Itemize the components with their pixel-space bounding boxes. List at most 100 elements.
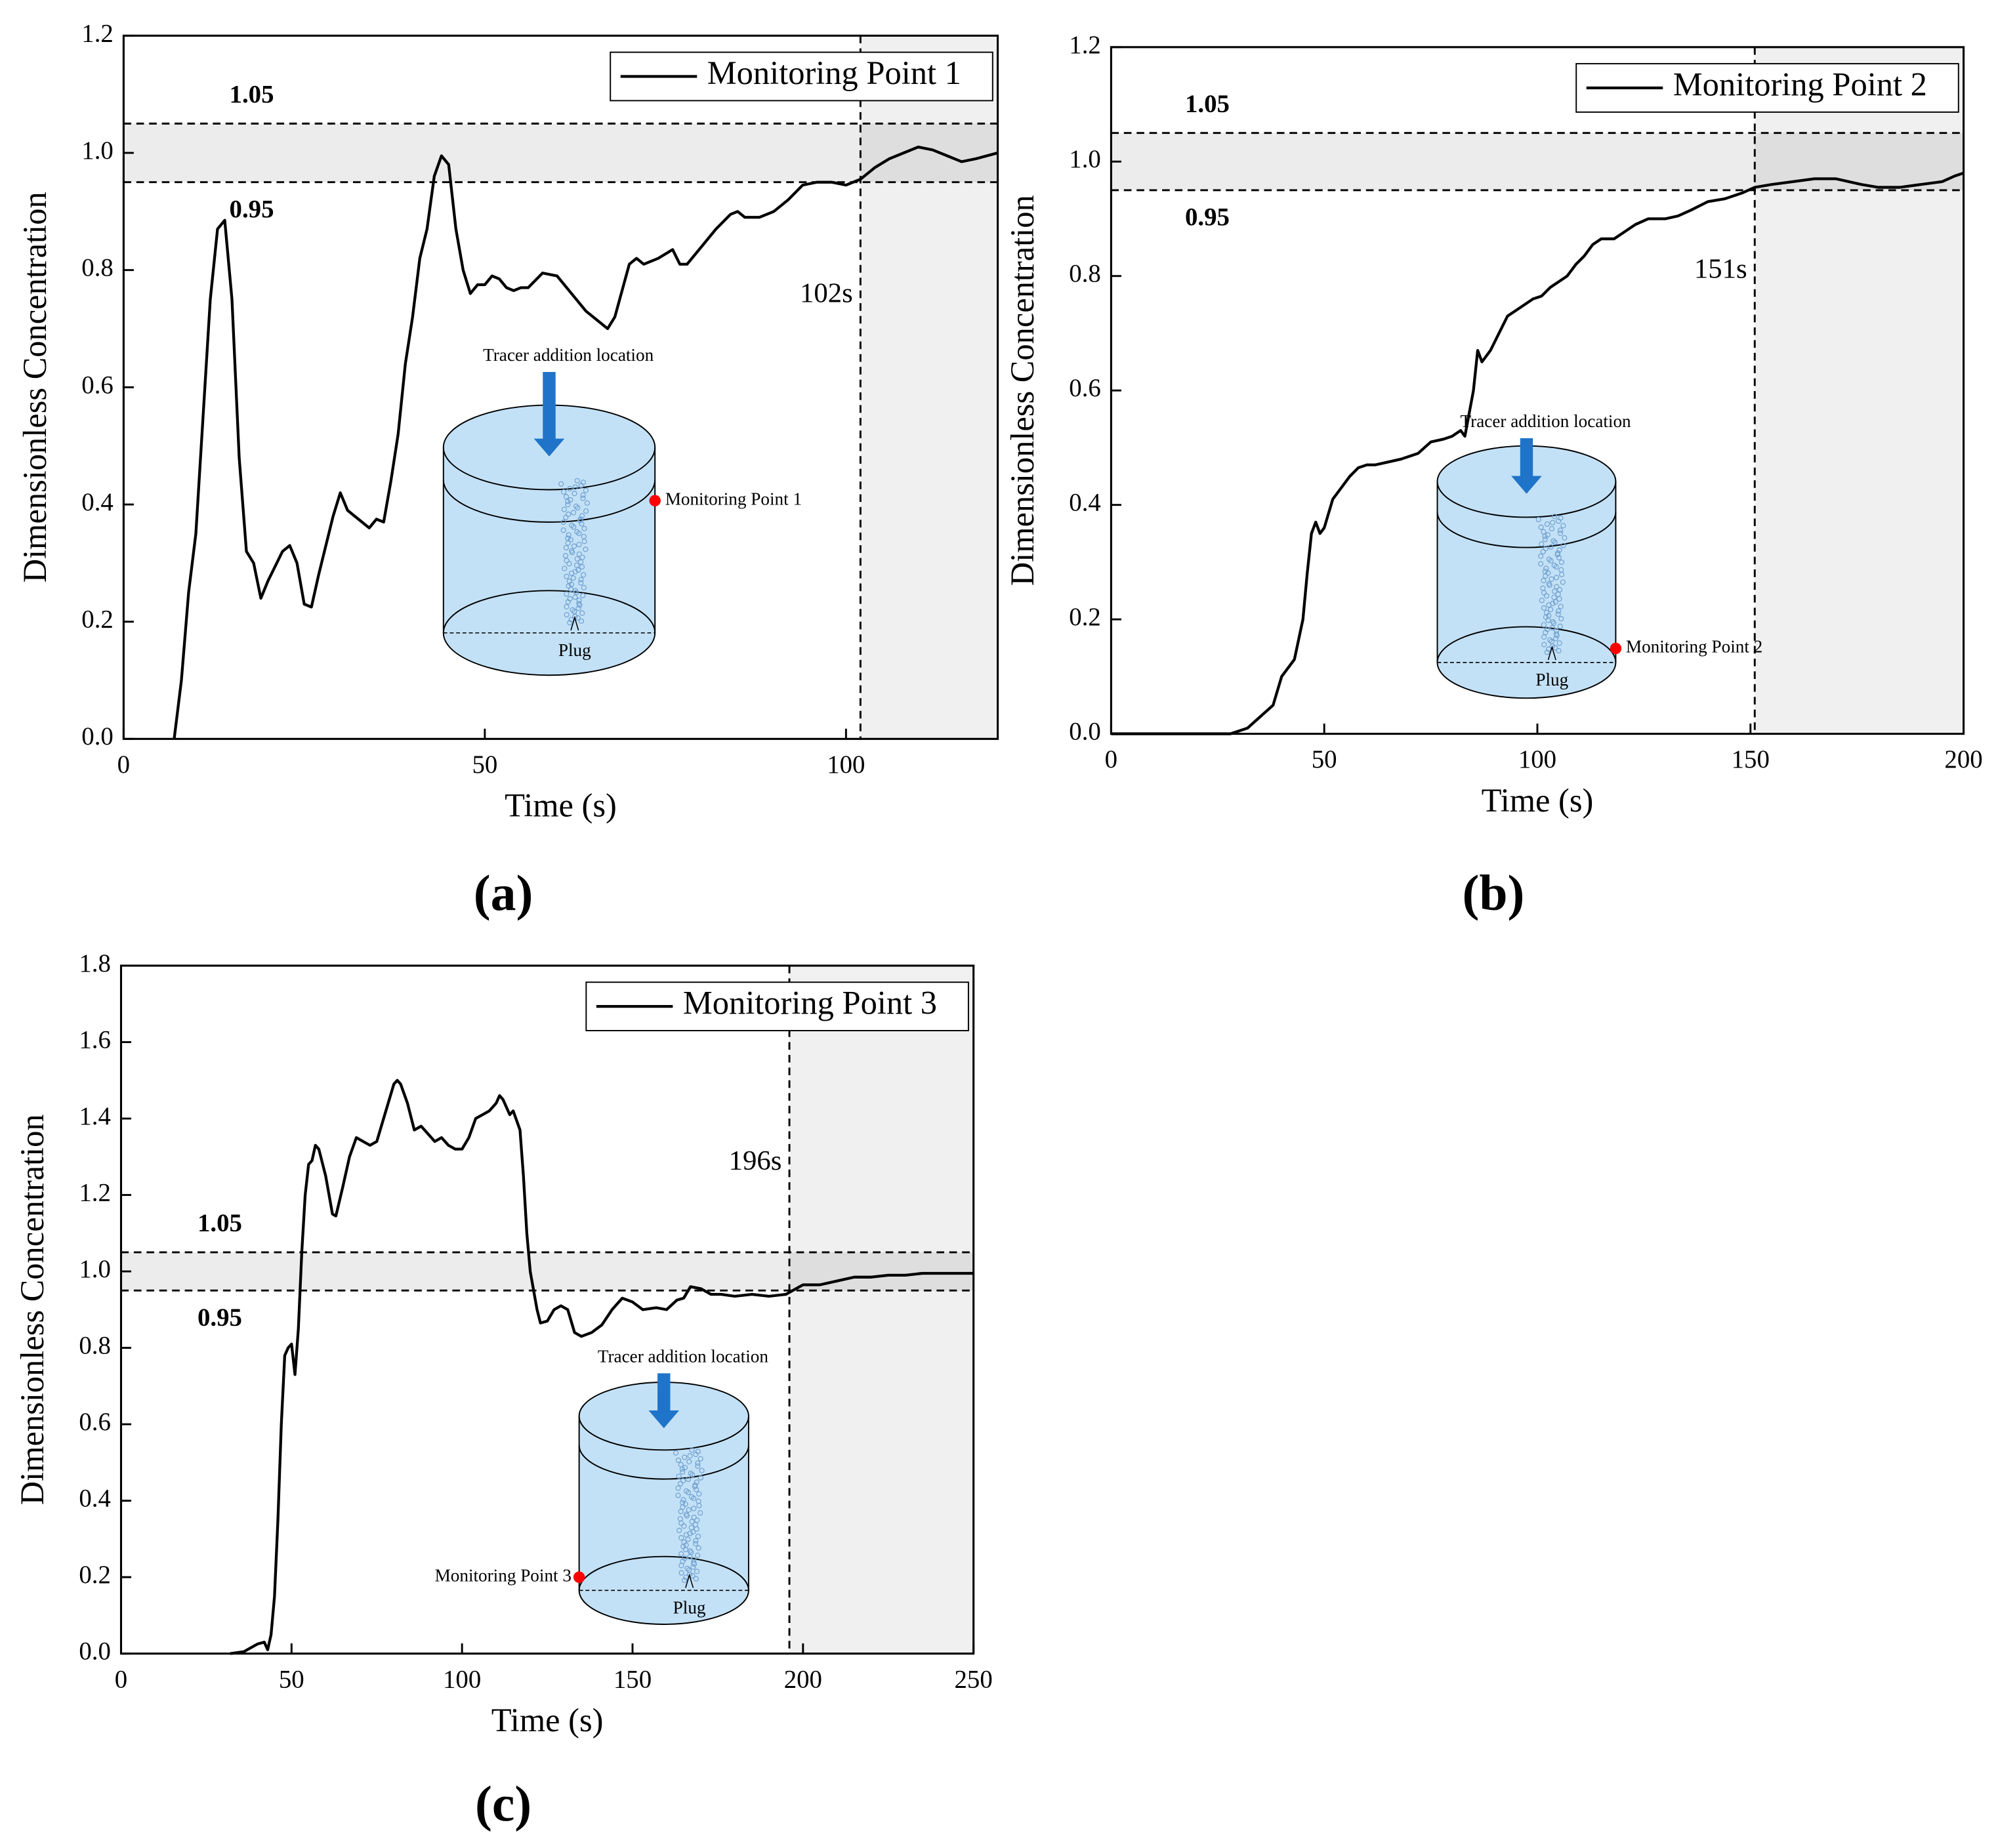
bubble: [1554, 584, 1560, 590]
bubble: [690, 1529, 696, 1535]
y-tick-label: 0.4: [1069, 489, 1101, 517]
bubble: [695, 1533, 701, 1539]
monitoring-point: [649, 495, 661, 506]
bubble: [568, 537, 573, 543]
bubble: [583, 487, 589, 493]
bubble: [1549, 576, 1554, 582]
bubble: [699, 1468, 705, 1473]
plug: [570, 615, 579, 631]
bubble: [571, 543, 577, 549]
steady-region: [789, 966, 974, 1654]
y-tick-label: 0.6: [81, 371, 114, 399]
bubble: [567, 485, 573, 492]
bubble: [1552, 588, 1558, 594]
bubble: [1556, 640, 1562, 646]
bubble: [1541, 577, 1547, 584]
bubble: [1556, 647, 1562, 654]
bubble: [565, 499, 571, 504]
bubble: [678, 1570, 684, 1576]
bubble: [690, 1472, 696, 1478]
plug-label: Plug: [558, 640, 591, 660]
bubble: [1541, 634, 1547, 640]
x-tick-label: 100: [1518, 745, 1556, 773]
bubble: [690, 1573, 696, 1579]
y-tick-label: 0.2: [79, 1561, 111, 1589]
bubble: [1557, 530, 1564, 537]
bubble: [1548, 558, 1554, 564]
bubble: [686, 1507, 692, 1513]
bubble: [1547, 637, 1553, 643]
bubble: [564, 604, 570, 609]
bubble: [682, 1501, 688, 1507]
bubble: [1546, 602, 1552, 608]
bubble: [572, 594, 578, 600]
x-axis-title: Time (s): [505, 787, 617, 824]
bubble: [697, 1475, 703, 1481]
bubble: [579, 521, 585, 527]
bubble: [564, 611, 570, 618]
bubble: [577, 602, 583, 608]
tracer-label: Tracer addition location: [1461, 411, 1631, 431]
x-tick-label: 0: [117, 750, 130, 779]
bubble: [1543, 565, 1549, 571]
data-line: [1111, 171, 1965, 735]
bubble: [690, 1564, 696, 1570]
bubble: [578, 483, 584, 489]
bubble: [673, 1450, 679, 1456]
x-axis-title: Time (s): [1482, 782, 1594, 819]
bubble: [1541, 529, 1547, 535]
legend-label: Monitoring Point 2: [1673, 66, 1927, 103]
x-axis-title: Time (s): [491, 1702, 604, 1738]
bubble: [694, 1479, 699, 1485]
bubble: [578, 559, 584, 565]
bubble: [680, 1504, 686, 1510]
tracer-arrow: [1511, 438, 1542, 494]
x-tick-label: 200: [1944, 745, 1982, 773]
x-tick-label: 200: [784, 1665, 822, 1693]
bubble: [578, 580, 584, 586]
bubble: [675, 1492, 681, 1498]
time-label: 102s: [800, 277, 853, 308]
y-tick-label: 0.8: [1069, 260, 1101, 288]
x-tick-label: 50: [1312, 745, 1337, 773]
bubble: [580, 492, 586, 498]
bubble: [581, 572, 587, 578]
bubble: [570, 607, 575, 613]
bubble: [576, 542, 582, 548]
bubble: [692, 1540, 699, 1547]
bubble: [581, 539, 587, 544]
bubble: [696, 1545, 701, 1551]
bubble: [1554, 632, 1560, 638]
bubble: [693, 1576, 699, 1582]
bubble: [1555, 608, 1562, 614]
bubble: [575, 505, 581, 511]
bubble: [694, 1526, 699, 1532]
bubble: [563, 514, 569, 520]
bubble: [1552, 599, 1558, 605]
y-tick-label: 0.2: [81, 606, 114, 634]
bubble: [687, 1453, 693, 1459]
bubble: [576, 530, 582, 537]
water-line: [442, 480, 656, 523]
y-tick-label: 0.0: [81, 722, 114, 750]
monitoring-label: Monitoring Point 2: [1626, 637, 1762, 657]
y-tick-label: 0.6: [1069, 374, 1101, 402]
reference-label: 0.95: [230, 195, 274, 223]
plug-label: Plug: [673, 1598, 706, 1618]
monitoring-point: [573, 1571, 585, 1583]
bubble: [696, 1502, 702, 1509]
bubble: [574, 478, 580, 483]
bubble: [676, 1527, 682, 1534]
bubble: [575, 615, 581, 621]
panel-label: (a): [474, 865, 533, 921]
tank-body: [443, 447, 656, 676]
y-tick-label: 1.2: [1069, 31, 1101, 59]
bubble: [1539, 541, 1545, 547]
bubble: [565, 540, 571, 546]
bubble: [1552, 636, 1559, 642]
panel-label: (c): [475, 1775, 531, 1832]
bubble: [579, 513, 585, 519]
bubble: [1552, 539, 1558, 545]
bubble: [1538, 524, 1544, 530]
bubble: [576, 551, 582, 557]
